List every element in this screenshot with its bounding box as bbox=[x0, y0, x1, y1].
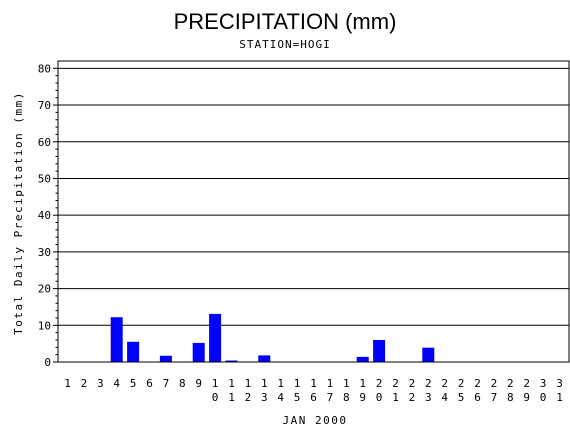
x-tick-label: 1 bbox=[64, 377, 71, 390]
bar bbox=[258, 355, 271, 362]
bar bbox=[159, 355, 172, 362]
bar bbox=[422, 347, 435, 362]
x-tick-label: 6 bbox=[146, 377, 153, 390]
plot-frame bbox=[57, 60, 570, 363]
chart-subtitle: STATION=HOGI bbox=[239, 38, 330, 51]
y-tick-label: 40 bbox=[38, 209, 51, 222]
x-tick-label: 7 bbox=[163, 377, 170, 390]
grid-lines bbox=[58, 67, 569, 326]
bar bbox=[127, 341, 140, 362]
chart-title: PRECIPITATION (mm) bbox=[174, 9, 397, 34]
y-tick-label: 20 bbox=[38, 283, 51, 296]
y-tick-label: 30 bbox=[38, 246, 51, 259]
x-tick-label: 5 bbox=[130, 377, 137, 390]
x-tick-label: 4 bbox=[113, 377, 120, 390]
x-tick-label: 9 bbox=[195, 377, 202, 390]
bar bbox=[110, 317, 123, 362]
bars bbox=[110, 313, 435, 362]
x-tick-label: 3 bbox=[97, 377, 104, 390]
y-tick-label: 10 bbox=[38, 319, 51, 332]
y-tick-label: 80 bbox=[38, 62, 51, 75]
y-tick-label: 0 bbox=[44, 356, 51, 369]
x-tick-label: 8 bbox=[179, 377, 186, 390]
y-tick-label: 70 bbox=[38, 99, 51, 112]
bar bbox=[356, 356, 369, 362]
bar bbox=[192, 342, 205, 362]
y-axis-label: Total Daily Precipitation (mm) bbox=[12, 91, 25, 335]
x-axis-ticks: 1 2 3 4 5 6 7 8 9 1 01 11 21 31 41 51 61 71 81 92 02 12 22 32 42… bbox=[64, 377, 563, 404]
bar bbox=[225, 360, 238, 362]
x-axis-label: JAN 2000 bbox=[283, 414, 348, 427]
y-axis-ticks: 0 10 20 30 40 50 60 70 80 bbox=[38, 62, 58, 369]
bar bbox=[373, 339, 386, 362]
bar bbox=[209, 313, 222, 362]
y-tick-label: 60 bbox=[38, 136, 51, 149]
y-tick-label: 50 bbox=[38, 172, 51, 185]
x-tick-label: 2 bbox=[81, 377, 88, 390]
